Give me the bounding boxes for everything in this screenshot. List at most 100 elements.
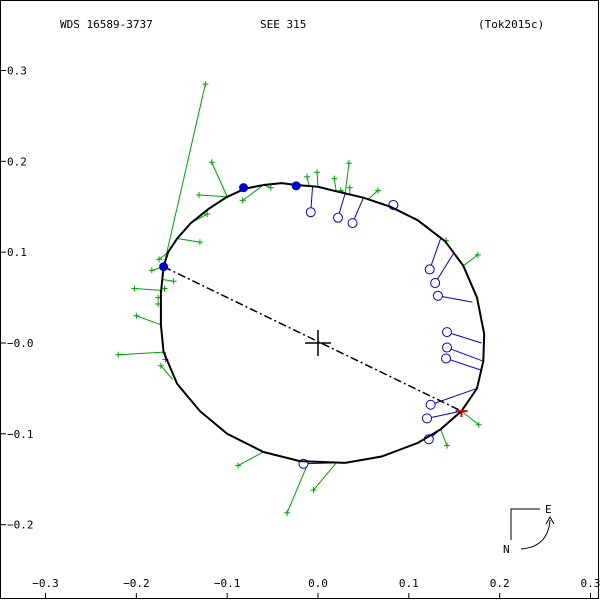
green-residual-line <box>198 194 228 198</box>
green-plus-point <box>170 278 177 285</box>
green-residual-line <box>461 410 480 426</box>
green-plus-point <box>133 312 140 319</box>
green-plus-point <box>474 251 481 258</box>
blue-residual-line <box>434 251 455 284</box>
x-tick-label: 0.0 <box>308 577 328 590</box>
green-plus-point <box>374 187 381 194</box>
blue-residual-line <box>445 357 482 371</box>
green-plus-point <box>284 509 291 516</box>
green-residual-line <box>158 251 169 260</box>
green-plus-point <box>196 239 203 246</box>
green-residual-line <box>118 351 164 356</box>
compass-north-label: N <box>503 543 510 556</box>
line-of-apsides <box>163 266 462 412</box>
filled-point <box>159 262 169 272</box>
y-tick-label: −0.0 <box>7 337 34 350</box>
green-plus-point <box>314 169 321 176</box>
green-residual-line <box>440 429 448 446</box>
green-plus-point <box>267 184 274 191</box>
blue-circle-point <box>430 278 441 289</box>
green-residual-line <box>163 84 206 267</box>
green-residual-line <box>313 462 337 491</box>
green-residual-line <box>136 315 162 326</box>
blue-circle-point <box>432 290 443 301</box>
blue-circle-point <box>441 342 452 353</box>
green-plus-point <box>156 256 163 263</box>
green-plus-point <box>475 421 482 428</box>
green-residual-line <box>237 451 264 467</box>
blue-residual-line <box>430 387 478 406</box>
green-plus-point <box>346 184 353 191</box>
green-plus-point <box>310 487 317 494</box>
blue-observations <box>298 186 484 469</box>
blue-circle-point <box>425 399 436 410</box>
blue-circle-point <box>421 413 432 424</box>
filled-points <box>159 181 301 272</box>
x-axis-ticks: −0.3 −0.2 −0.1 0.0 0.1 0.2 0.3 <box>32 577 600 598</box>
green-plus-point <box>115 351 122 358</box>
blue-circle-point <box>305 207 316 218</box>
green-residual-line <box>367 190 379 200</box>
header-right: (Tok2015c) <box>478 18 544 31</box>
green-residual-line <box>211 162 228 197</box>
blue-circle-point <box>347 218 358 229</box>
green-residual-line <box>177 238 201 243</box>
green-plus-point <box>148 267 155 274</box>
blue-residual-line <box>437 295 473 303</box>
orbit-ellipse <box>159 182 486 464</box>
green-residual-line <box>286 460 310 514</box>
compass-east-label: E <box>545 503 552 516</box>
blue-circle-point <box>441 353 452 364</box>
green-plus-point <box>204 211 211 218</box>
green-plus-point <box>235 462 242 469</box>
y-tick-label: 0.1 <box>7 246 27 259</box>
green-plus-point <box>196 191 203 198</box>
green-residual-line <box>344 163 350 194</box>
y-tick-label: −0.2 <box>7 519 34 532</box>
y-tick-label: 0.2 <box>7 155 27 168</box>
y-axis-ticks: 0.3 0.2 0.1 −0.0 −0.1 −0.2 <box>1 65 34 532</box>
x-tick-label: 0.3 <box>581 577 600 590</box>
green-residual-line <box>242 184 264 201</box>
green-plus-point <box>157 362 164 369</box>
primary-star-cross <box>305 330 331 356</box>
blue-residual-line <box>446 331 482 344</box>
green-plus-point <box>239 197 246 204</box>
green-plus-point <box>345 160 352 167</box>
blue-residual-line <box>446 347 484 362</box>
compass-arrowhead-icon <box>545 515 555 525</box>
filled-point <box>239 183 249 193</box>
header-left: WDS 16589-3737 <box>60 18 153 31</box>
y-tick-label: 0.3 <box>7 65 27 78</box>
blue-circle-point <box>424 264 435 275</box>
green-observations <box>115 81 482 516</box>
green-plus-point <box>443 442 450 449</box>
blue-circle-point <box>332 212 343 223</box>
green-plus-point <box>304 173 311 180</box>
compass-arrow <box>520 519 551 550</box>
green-plus-point <box>131 285 138 292</box>
compass: E N <box>503 503 555 556</box>
green-residual-line <box>463 254 479 267</box>
blue-circle-point <box>441 327 452 338</box>
x-tick-label: 0.2 <box>490 577 510 590</box>
x-tick-label: 0.1 <box>399 577 419 590</box>
green-residual-line <box>134 288 161 291</box>
green-plus-point <box>331 175 338 182</box>
green-plus-point <box>208 159 215 166</box>
filled-point <box>291 181 301 191</box>
compass-arms <box>510 508 540 540</box>
blue-residual-line <box>426 410 462 419</box>
x-tick-label: −0.3 <box>32 577 59 590</box>
header-center: SEE 315 <box>260 18 306 31</box>
periastron-marker <box>455 410 468 418</box>
green-plus-point <box>161 285 168 292</box>
y-tick-label: −0.1 <box>7 428 34 441</box>
green-residual-line <box>160 365 174 380</box>
green-plus-point <box>202 81 209 88</box>
x-tick-label: −0.2 <box>123 577 150 590</box>
x-tick-label: −0.1 <box>214 577 241 590</box>
blue-residual-line <box>429 238 442 270</box>
